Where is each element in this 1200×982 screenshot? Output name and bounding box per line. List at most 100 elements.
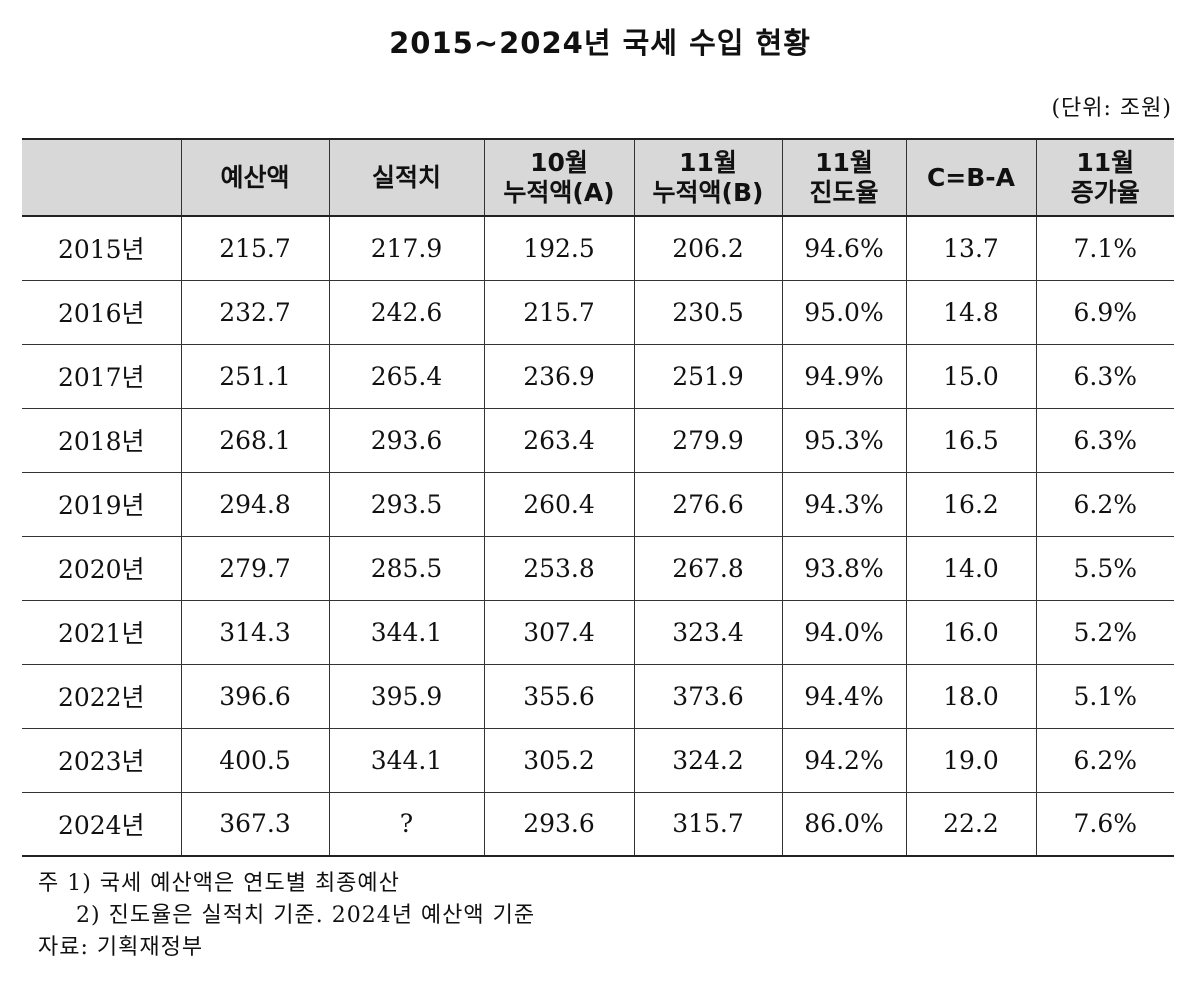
nov-cumulative-cell: 315.7 [633,792,782,856]
header-label: 누적액(A) [503,177,615,207]
page-title: 2015~2024년 국세 수입 현황 [389,26,811,60]
budget-cell: 251.1 [180,344,329,408]
table-row: 2021년 314.3 344.1 307.4 323.4 94.0% 16.0 5.2% [22,600,1174,664]
progress-cell: 94.0% [781,600,906,664]
header-label: 11월 [1076,147,1135,177]
nov-cumulative-cell: 206.2 [633,216,782,280]
difference-cell: 22.2 [905,792,1036,856]
budget-cell: 294.8 [180,472,329,536]
year-cell: 2024년 [57,810,145,840]
difference-cell: 14.8 [905,280,1036,344]
oct-cumulative-cell: 305.2 [483,728,634,792]
header-nov-cumulative: 11월 누적액(B) [633,139,782,216]
budget-cell: 279.7 [180,536,329,600]
oct-cumulative-cell: 260.4 [483,472,634,536]
header-empty [22,139,181,216]
table-row: 2015년 215.7 217.9 192.5 206.2 94.6% 13.7 7.1% [22,216,1174,280]
header-nov-growth: 11월 증가율 [1035,139,1174,216]
nov-cumulative-cell: 323.4 [633,600,782,664]
growth-cell: 7.1% [1035,216,1174,280]
header-label: 진도율 [809,177,879,207]
header-label: 예산액 [220,162,290,192]
oct-cumulative-cell: 293.6 [483,792,634,856]
difference-cell: 16.5 [905,408,1036,472]
difference-cell: 19.0 [905,728,1036,792]
table-row: 2020년 279.7 285.5 253.8 267.8 93.8% 14.0 5.5% [22,536,1174,600]
progress-cell: 94.9% [781,344,906,408]
budget-cell: 400.5 [180,728,329,792]
oct-cumulative-cell: 253.8 [483,536,634,600]
growth-cell: 5.2% [1035,600,1174,664]
year-cell: 2015년 [57,235,145,265]
progress-cell: 94.6% [781,216,906,280]
table-row: 2024년 367.3? 293.6 315.7 86.0% 22.2 7.6% [22,792,1174,856]
progress-cell: 94.4% [781,664,906,728]
growth-cell: 7.6% [1035,792,1174,856]
budget-cell: 215.7 [180,216,329,280]
growth-cell: 5.1% [1035,664,1174,728]
difference-cell: 15.0 [905,344,1036,408]
actual-cell: ? [328,792,484,856]
difference-cell: 13.7 [905,216,1036,280]
nov-cumulative-cell: 251.9 [633,344,782,408]
table-row: 2022년 396.6 395.9 355.6 373.6 94.4% 18.0 5.1% [22,664,1174,728]
growth-cell: 6.3% [1035,408,1174,472]
nov-cumulative-cell: 324.2 [633,728,782,792]
budget-cell: 396.6 [180,664,329,728]
header-label: 실적치 [371,162,441,192]
header-label: C=B-A [926,162,1016,192]
actual-cell: 344.1 [328,600,484,664]
progress-cell: 94.3% [781,472,906,536]
table-header-row: 예산액 실적치 10월 누적액(A) 11월 누적액(B) 11월 진도율 C=… [22,139,1174,216]
table-row: 2019년 294.8 293.5 260.4 276.6 94.3% 16.2 6.2% [22,472,1174,536]
budget-cell: 268.1 [180,408,329,472]
oct-cumulative-cell: 215.7 [483,280,634,344]
oct-cumulative-cell: 355.6 [483,664,634,728]
actual-cell: 285.5 [328,536,484,600]
progress-cell: 95.3% [781,408,906,472]
header-label: 누적액(B) [652,177,764,207]
nov-cumulative-cell: 276.6 [633,472,782,536]
actual-cell: 293.5 [328,472,484,536]
header-label: 10월 [530,147,588,177]
table-row: 2023년 400.5 344.1 305.2 324.2 94.2% 19.0 6.2% [22,728,1174,792]
budget-cell: 367.3 [180,792,329,856]
actual-cell: 265.4 [328,344,484,408]
table-row: 2018년 268.1 293.6 263.4 279.9 95.3% 16.5 6.3% [22,408,1174,472]
year-cell: 2017년 [57,363,145,392]
growth-cell: 6.2% [1035,472,1174,536]
year-cell: 2021년 [57,619,145,648]
header-label: 증가율 [1070,177,1140,207]
difference-cell: 18.0 [905,664,1036,728]
growth-cell: 6.3% [1035,344,1174,408]
growth-cell: 6.9% [1035,280,1174,344]
header-oct-cumulative: 10월 누적액(A) [483,139,634,216]
actual-cell: 242.6 [328,280,484,344]
oct-cumulative-cell: 192.5 [483,216,634,280]
year-cell: 2019년 [57,491,145,520]
table-row: 2017년 251.1 265.4 236.9 251.9 94.9% 15.0 6.3% [22,344,1174,408]
oct-cumulative-cell: 263.4 [483,408,634,472]
progress-cell: 93.8% [781,536,906,600]
unit-label: (단위: 조원) [1051,96,1172,121]
footnote-1: 주 1) 국세 예산액은 연도별 최종예산 [38,871,400,896]
progress-cell: 94.2% [781,728,906,792]
footnotes: 주 1) 국세 예산액은 연도별 최종예산 2) 진도율은 실적치 기준. 20… [38,868,535,964]
table-row: 2016년 232.7 242.6 215.7 230.5 95.0% 14.8 6.9% [22,280,1174,344]
year-cell: 2016년 [57,299,145,328]
table-body: 2015년 215.7 217.9 192.5 206.2 94.6% 13.7 7.1% 20… [22,216,1174,856]
actual-cell: 217.9 [328,216,484,280]
footnote-2: 2) 진도율은 실적치 기준. 2024년 예산액 기준 [76,903,536,928]
year-cell: 2020년 [57,555,145,584]
actual-cell: 293.6 [328,408,484,472]
growth-cell: 5.5% [1035,536,1174,600]
budget-cell: 314.3 [180,600,329,664]
difference-cell: 16.2 [905,472,1036,536]
nov-cumulative-cell: 230.5 [633,280,782,344]
header-difference: C=B-A [905,139,1036,216]
growth-cell: 6.2% [1035,728,1174,792]
actual-cell: 395.9 [328,664,484,728]
difference-cell: 16.0 [905,600,1036,664]
year-cell: 2022년 [57,683,145,712]
year-cell: 2018년 [57,427,145,456]
